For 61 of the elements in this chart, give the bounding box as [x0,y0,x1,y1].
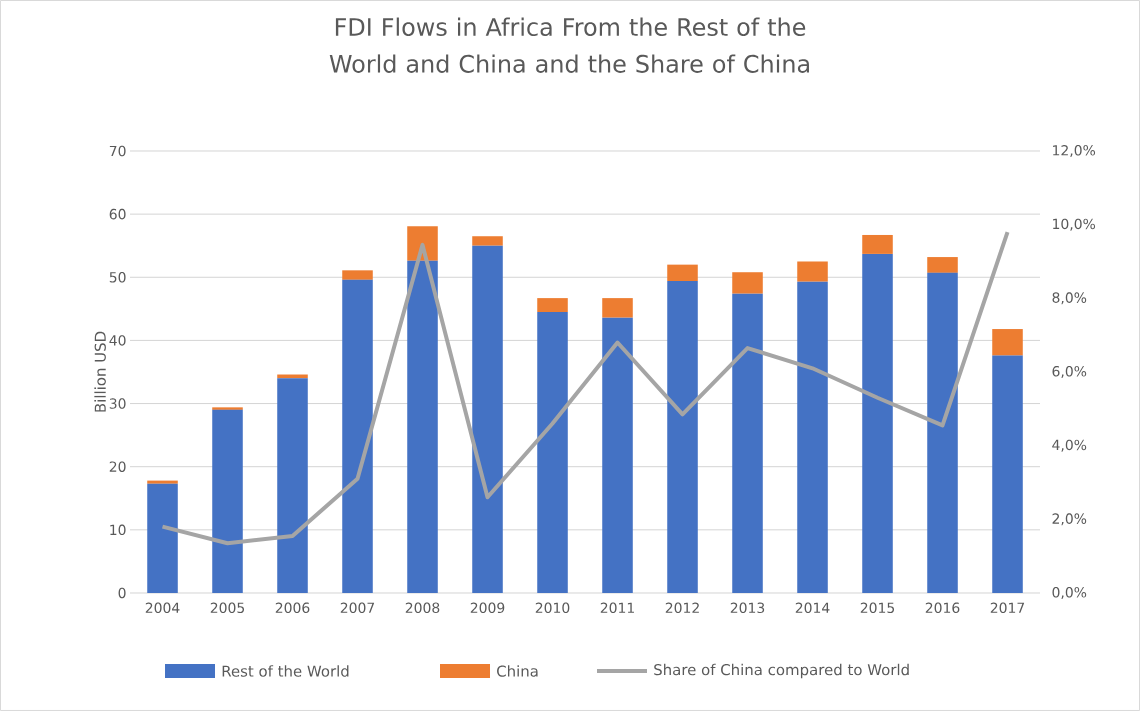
chart-title: FDI Flows in Africa From the Rest of the World and China and the Share of China [329,17,809,73]
y2-tick-label: 8,0% [1052,292,1087,305]
legend-label: Rest of the World [222,665,349,677]
y2-tick-label: 6,0% [1052,365,1087,378]
x-tick-label: 2017 [990,602,1025,614]
y2-tick-label: 0,0% [1052,586,1087,599]
bar [407,260,438,593]
bar [602,298,633,318]
y2-tick-label: 10,0% [1053,218,1096,231]
y-tick-label: 50 [109,271,126,283]
bar [732,293,763,593]
x-tick-label: 2007 [340,602,375,614]
bar [537,298,568,312]
y2-tick-label: 4,0% [1052,439,1087,452]
bar [537,312,568,593]
y-tick-label: 0 [118,587,126,599]
x-tick-label: 2005 [210,602,245,614]
x-tick-label: 2006 [275,602,310,614]
bar [602,317,633,593]
y-tick-label: 20 [109,461,126,472]
x-tick-label: 2008 [405,602,440,614]
y-tick-label: 10 [110,524,126,536]
bar [927,257,958,273]
bar [862,253,893,593]
y2-tick-label: 12,0% [1053,144,1096,157]
x-tick-label: 2011 [600,602,634,614]
bar [277,378,308,593]
x-tick-label: 2010 [535,602,570,614]
y-tick-label: 30 [109,398,126,409]
bar [212,407,243,410]
bar [927,272,958,593]
bar [992,355,1023,593]
bar [732,272,763,294]
line-series [160,230,1010,546]
y2-tick-label: 2,0% [1052,513,1087,526]
x-tick-label: 2014 [795,602,830,614]
x-tick-label: 2013 [730,602,765,614]
bar [862,234,893,254]
bar [472,245,503,593]
x-tick-label: 2016 [925,602,960,614]
bar [212,409,243,593]
legend-label: Share of China compared to World [654,663,909,679]
y-tick-label: 60 [109,208,126,220]
y-tick-label: 40 [109,335,126,346]
bar [797,261,828,282]
bar [147,480,178,484]
bar [667,281,698,593]
y-axis-title: Billion USD [94,331,106,412]
bar [797,281,828,593]
y-tick-label: 70 [109,145,126,157]
bar [342,270,373,280]
bar [992,329,1023,356]
bar [342,279,373,593]
bar [667,264,698,282]
bar [472,236,503,246]
x-tick-label: 2009 [470,602,505,614]
x-tick-label: 2015 [860,602,895,614]
legend-label: China [497,665,538,677]
bar [147,483,178,593]
x-tick-label: 2004 [145,602,180,614]
x-tick-label: 2012 [665,602,699,614]
